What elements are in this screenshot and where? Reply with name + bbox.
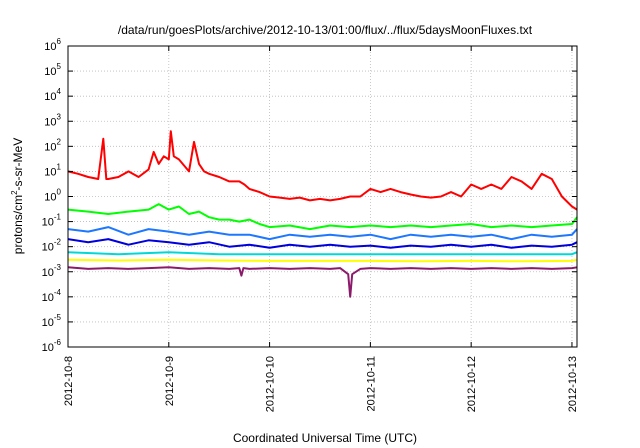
grid [68, 46, 577, 347]
y-tick-label: 103 [44, 112, 61, 128]
series-line-3 [67, 238, 578, 249]
series-line-5 [67, 258, 578, 263]
x-tick-label: 2012-10-8 [63, 356, 75, 406]
x-tick-label: 2012-10-13 [567, 356, 579, 412]
y-tick-label: 100 [44, 188, 61, 204]
y-tick-label: 10-2 [42, 238, 62, 254]
y-tick-label: 101 [44, 162, 61, 178]
y-tick-label: 10-6 [42, 338, 62, 354]
series-line-0 [67, 130, 578, 211]
y-tick-label: 10-4 [42, 288, 62, 304]
series-line-6 [67, 266, 578, 298]
x-tick-label: 2012-10-9 [164, 356, 176, 406]
y-tick-label: 10-5 [42, 313, 62, 329]
x-tick-label: 2012-10-11 [365, 356, 377, 411]
y-tick-label: 104 [44, 87, 61, 103]
series-line-4 [67, 251, 578, 256]
y-tick-label: 106 [44, 37, 61, 53]
series-line-1 [67, 203, 578, 231]
chart-title: /data/run/goesPlots/archive/2012-10-13/0… [118, 23, 533, 37]
series-layer [67, 130, 578, 298]
x-tick-label: 2012-10-10 [265, 356, 277, 412]
y-tick-label: 105 [44, 62, 61, 78]
y-tick-label: 10-1 [42, 213, 62, 229]
series-line-2 [67, 226, 578, 241]
y-tick-label: 102 [44, 137, 61, 153]
y-tick-label: 10-3 [42, 263, 62, 279]
ticks: 10-6 10-5 10-4 10-3 10-2 10-1 100 101 102 103 104 1… [42, 37, 579, 412]
x-tick-label: 2012-10-12 [466, 356, 478, 412]
x-axis-label: Coordinated Universal Time (UTC) [233, 431, 417, 445]
y-axis-label: protons/cm2-s-sr-MeV [10, 138, 25, 254]
